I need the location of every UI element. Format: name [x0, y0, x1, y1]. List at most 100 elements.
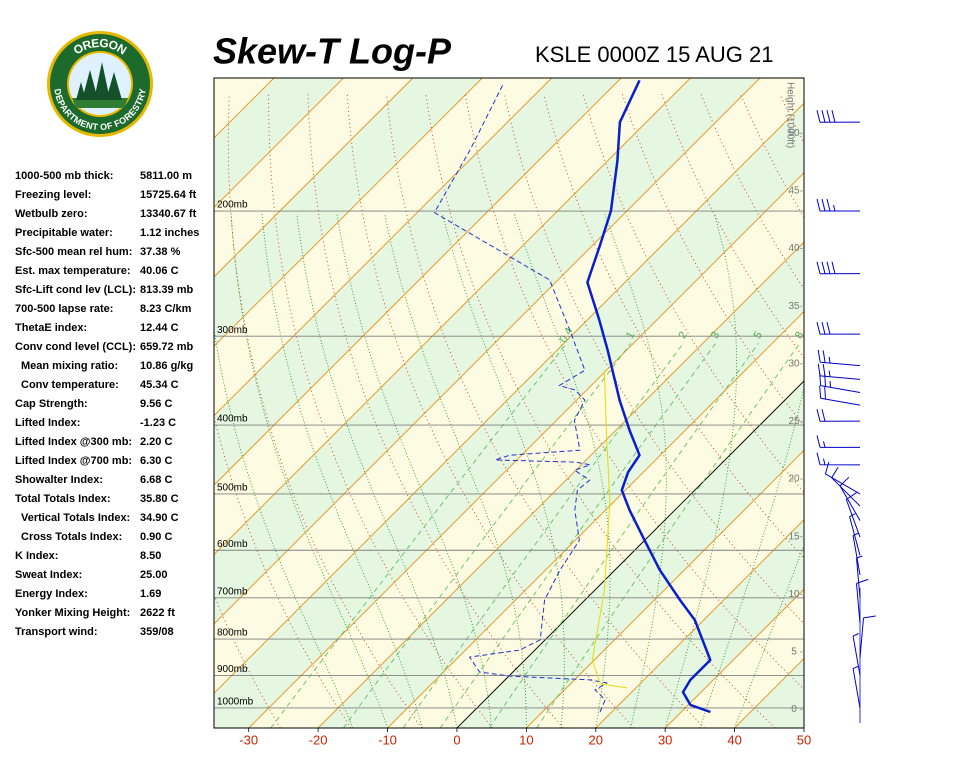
mixing-ratio-line — [488, 343, 759, 728]
index-label: Mean mixing ratio: — [21, 360, 118, 372]
logo-top-text: OREGON — [71, 36, 129, 58]
x-tick-label: -20 — [309, 732, 328, 747]
mixing-ratio-label: 5 — [752, 330, 765, 341]
index-value: 0.90 C — [140, 531, 172, 543]
index-value: 6.30 C — [140, 455, 172, 467]
wind-barb — [817, 363, 861, 380]
index-label: Lifted Index @300 mb: — [15, 436, 132, 448]
pressure-label: 400mb — [217, 414, 248, 425]
moist-adiabat — [513, 213, 611, 728]
x-tick-label: 30 — [658, 732, 672, 747]
isotherm — [214, 78, 414, 278]
height-axis-title: Height (1000ft) — [784, 82, 795, 148]
wind-barb — [852, 633, 861, 676]
index-label: Conv temperature: — [21, 379, 119, 391]
isotherm — [214, 78, 344, 209]
dry-adiabat — [346, 94, 635, 728]
moist-adiabat — [384, 214, 527, 728]
pressure-label: 500mb — [217, 483, 248, 494]
wind-barb — [856, 578, 869, 624]
isotherm — [803, 727, 804, 728]
x-tick-label: 40 — [727, 732, 741, 747]
dry-adiabat — [819, 94, 960, 728]
height-label: 45 — [788, 186, 800, 197]
index-value: 2.20 C — [140, 436, 172, 448]
wind-barb — [856, 555, 863, 598]
pressure-label: 200mb — [217, 200, 248, 211]
dry-adiabat — [307, 94, 564, 728]
isotherm — [526, 449, 804, 728]
x-tick-label: -10 — [378, 732, 397, 747]
logo-ground — [72, 98, 128, 108]
mixing-ratio-label: 3 — [709, 330, 722, 341]
isotherm — [664, 588, 804, 728]
height-label: 50 — [788, 128, 800, 139]
index-value: 659.72 mb — [140, 341, 193, 353]
index-label: Yonker Mixing Height: — [15, 607, 130, 619]
moist-adiabat — [336, 214, 493, 728]
index-value: 35.80 C — [140, 493, 179, 505]
index-label: ThetaE index: — [15, 322, 87, 334]
index-label: Transport wind: — [15, 626, 98, 638]
dry-adiabat — [214, 414, 352, 728]
dry-adiabat — [779, 94, 804, 144]
index-value: 2622 ft — [140, 607, 175, 619]
index-value: 40.06 C — [140, 265, 179, 277]
temperature-line — [586, 79, 712, 714]
height-label: 35 — [788, 301, 800, 312]
height-label: 25 — [788, 416, 800, 427]
index-label: Cap Strength: — [15, 398, 88, 410]
temperature-band — [214, 78, 413, 277]
wind-barb — [819, 373, 861, 394]
index-label: Energy Index: — [15, 588, 88, 600]
height-label: 15 — [788, 531, 800, 542]
wind-barb — [816, 409, 861, 422]
plot-frame — [213, 77, 805, 729]
dry-adiabat — [858, 94, 960, 728]
isotherm — [595, 519, 804, 728]
index-label: Lifted Index: — [15, 417, 80, 429]
temperature-band — [214, 78, 344, 208]
index-value: 8.50 — [140, 550, 161, 562]
x-tick-label: 10 — [519, 732, 533, 747]
isotherm — [387, 310, 804, 728]
mixing-ratio-label: 1 — [624, 330, 637, 341]
index-label: Cross Totals Index: — [21, 531, 122, 543]
pressure-label: 600mb — [217, 539, 248, 550]
mixing-ratio-line — [402, 343, 684, 728]
index-label: Showalter Index: — [15, 474, 103, 486]
wind-barb — [816, 261, 861, 275]
pressure-label: 800mb — [217, 628, 248, 639]
dry-adiabat — [898, 94, 960, 728]
dry-adiabat — [425, 94, 776, 728]
dry-adiabat — [937, 94, 960, 728]
wind-barb — [845, 492, 861, 538]
indices-table: 1000-500 mb thick: 5811.00 m Freezing leve… — [15, 170, 199, 638]
chart-title: Skew-T Log-P — [213, 31, 452, 72]
mixing-ratio-label: 8 — [793, 330, 806, 341]
wind-barb — [816, 321, 861, 335]
x-tick-label: 50 — [797, 732, 811, 747]
isotherm — [214, 78, 691, 556]
moist-adiabat — [230, 214, 388, 728]
height-label: 30 — [788, 358, 800, 369]
moist-adiabat — [296, 214, 458, 728]
index-value: 9.56 C — [140, 398, 172, 410]
dry-adiabat — [464, 94, 804, 690]
index-value: 1.69 — [140, 588, 161, 600]
dewpoint-line — [433, 82, 608, 713]
moist-adiabat — [734, 544, 804, 728]
wind-barb — [816, 452, 861, 466]
pressure-label: 1000mb — [217, 697, 254, 708]
index-label: Sfc-Lift cond lev (LCL): — [15, 284, 136, 296]
index-value: 45.34 C — [140, 379, 179, 391]
mixing-ratio-line — [270, 343, 567, 728]
x-tick-label: -30 — [239, 732, 258, 747]
index-value: 12.44 C — [140, 322, 179, 334]
index-label: Sweat Index: — [15, 569, 82, 581]
temperature-band — [734, 658, 804, 728]
isotherm — [456, 380, 804, 728]
moist-adiabat — [442, 213, 565, 728]
x-tick-label: 0 — [453, 732, 460, 747]
